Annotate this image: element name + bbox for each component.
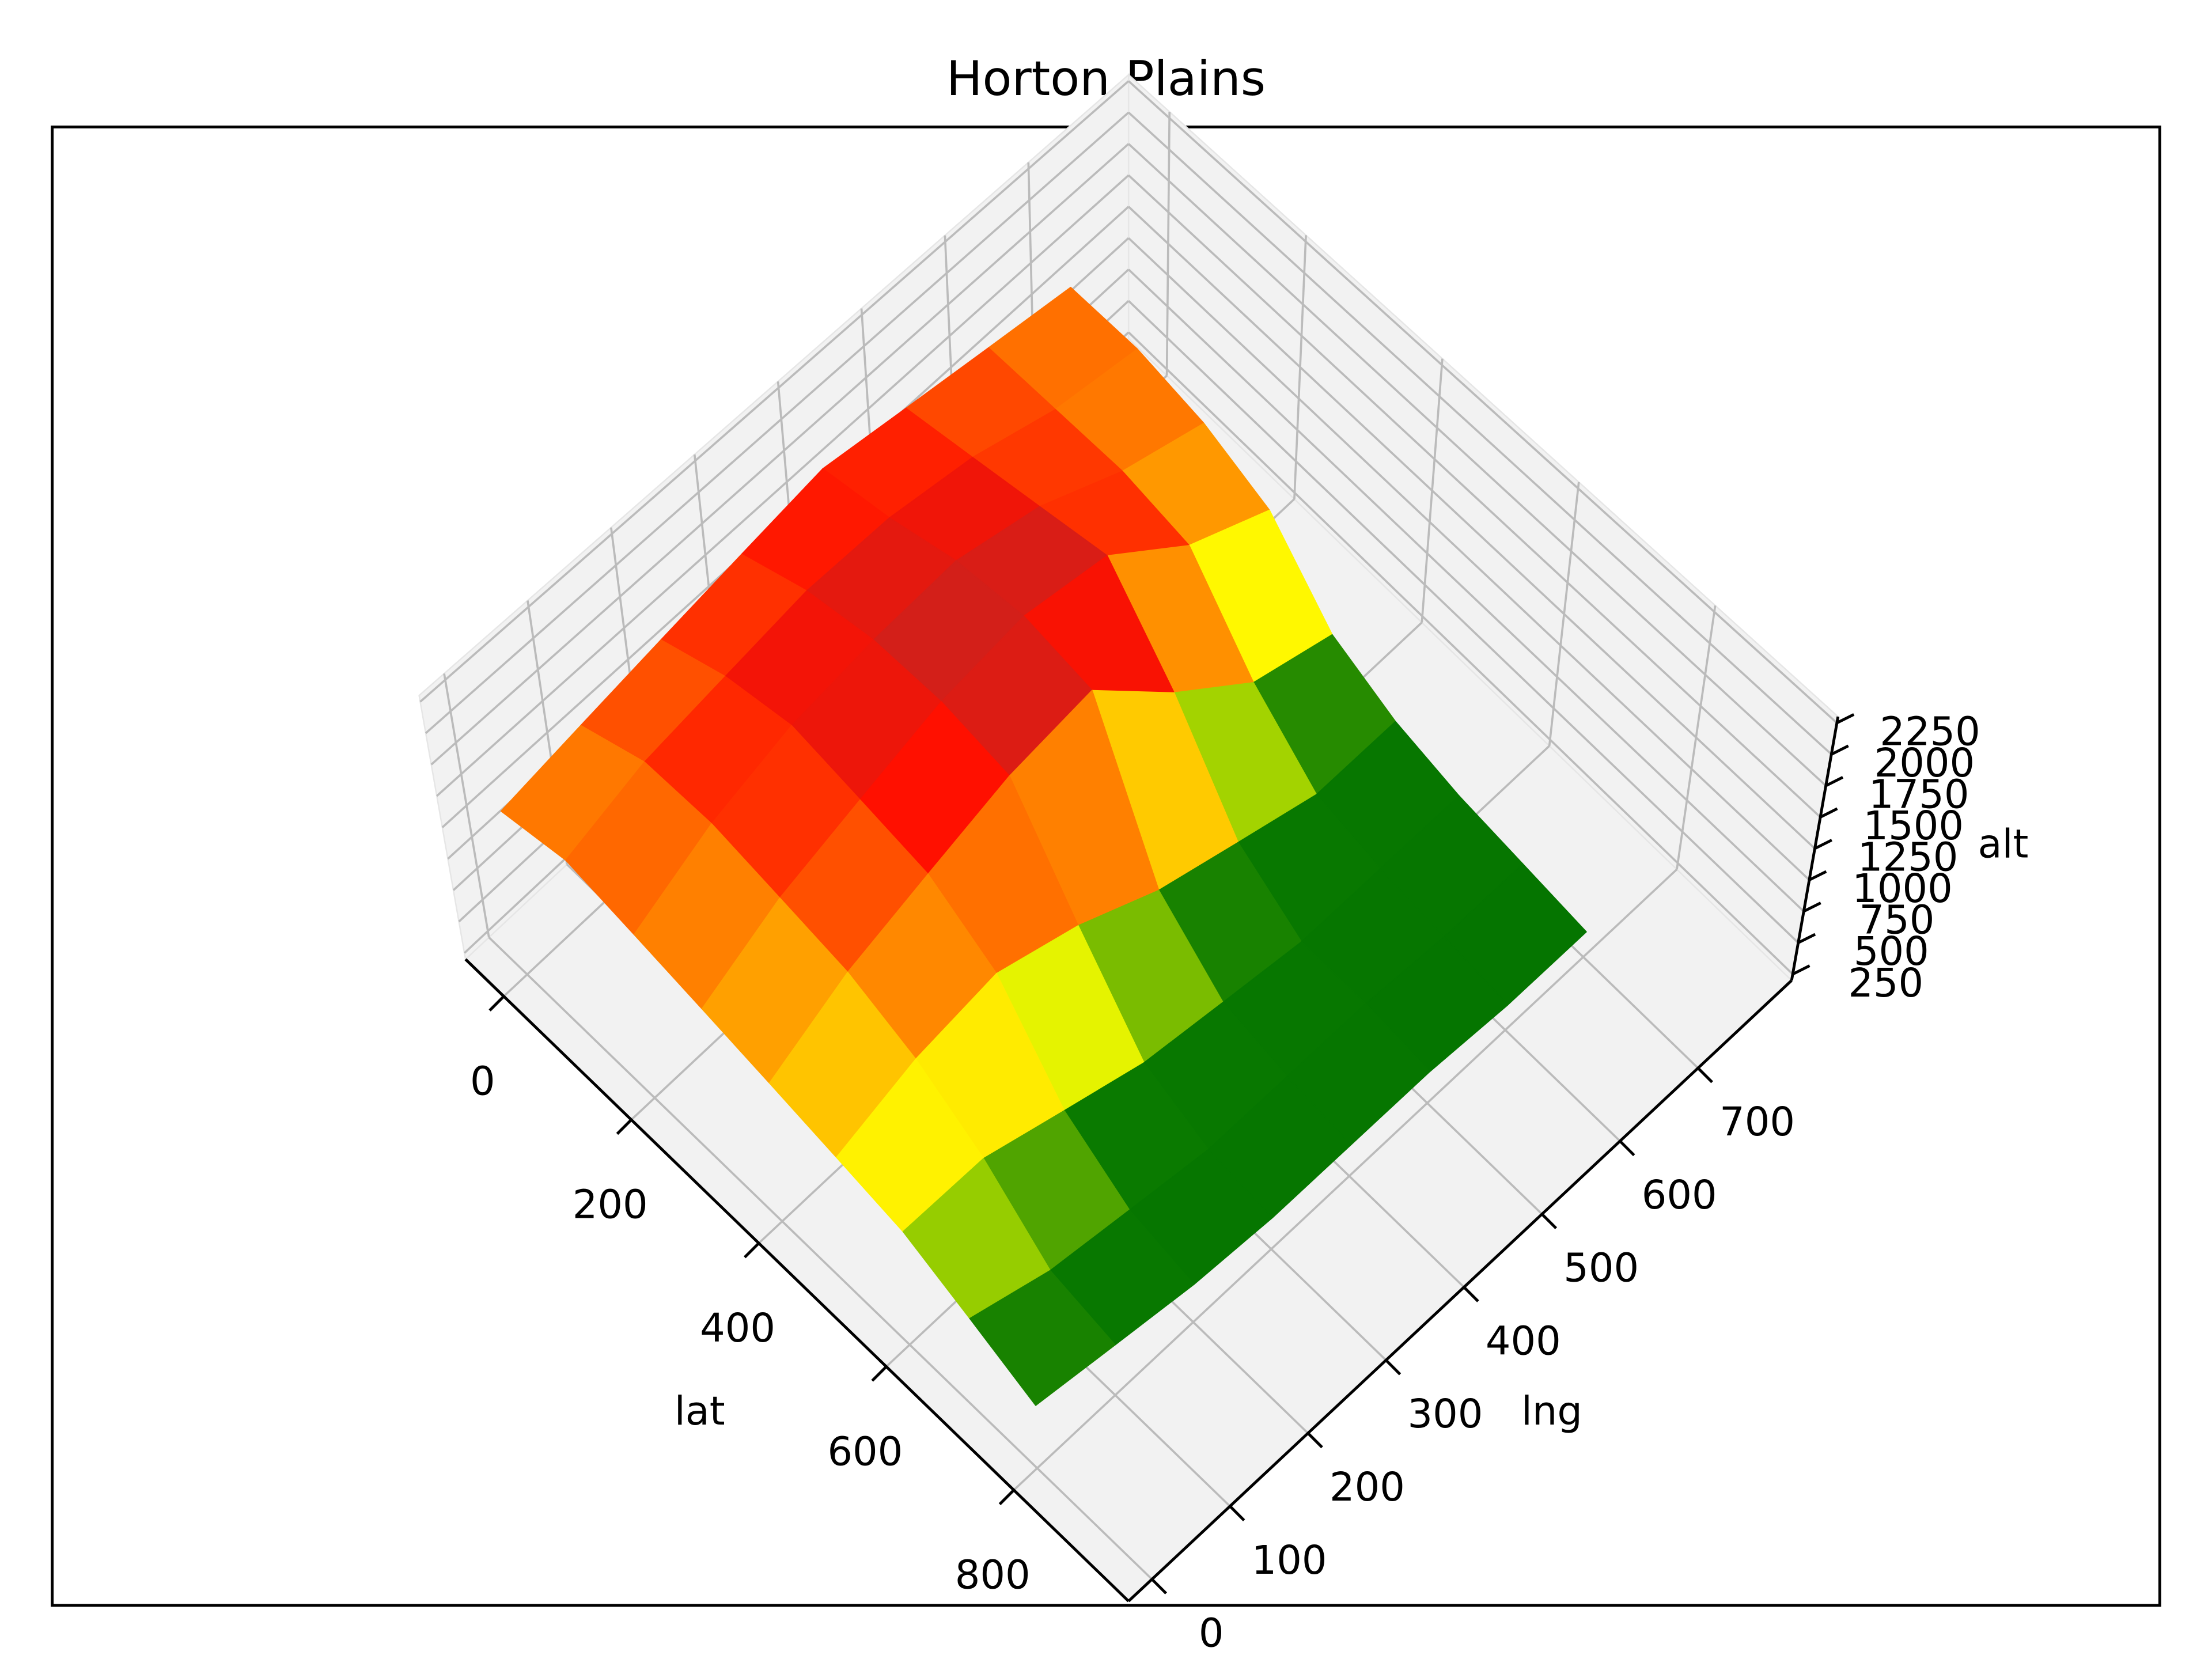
z-tick-label: 750 xyxy=(1859,897,1935,944)
y-tick xyxy=(1385,1359,1402,1376)
y-tick xyxy=(1229,1505,1245,1522)
x-tick xyxy=(488,995,505,1012)
z-tick xyxy=(1803,902,1821,913)
grid-line xyxy=(1127,237,1810,881)
z-tick xyxy=(1831,744,1849,756)
z-tick xyxy=(1792,964,1810,976)
grid-line xyxy=(1127,300,1799,944)
z-axis-label: alt xyxy=(1978,821,2028,867)
grid-line xyxy=(1013,868,1678,1491)
z-tick-label: 2250 xyxy=(1880,709,1980,755)
z-tick-label: 1750 xyxy=(1869,772,1969,818)
z-tick xyxy=(1825,776,1844,787)
grid-line xyxy=(1127,331,1794,975)
grid-line xyxy=(419,80,1130,703)
y-tick-label: 200 xyxy=(1330,1464,1405,1510)
z-tick-label: 500 xyxy=(1854,929,1929,975)
grid-line xyxy=(1127,143,1827,787)
y-tick-label: 300 xyxy=(1407,1391,1483,1437)
y-tick xyxy=(1306,1432,1323,1449)
y-tick-label: 700 xyxy=(1719,1099,1795,1145)
x-tick xyxy=(998,1489,1015,1505)
x-tick xyxy=(616,1119,632,1135)
y-tick xyxy=(1696,1067,1713,1084)
y-tick xyxy=(1463,1286,1479,1302)
grid-line xyxy=(430,143,1130,766)
y-tick-label: 0 xyxy=(1199,1611,1224,1657)
y-tick xyxy=(1541,1213,1558,1229)
y-tick-label: 400 xyxy=(1486,1318,1561,1364)
y-tick-label: 100 xyxy=(1252,1537,1327,1584)
x-axis-line xyxy=(464,958,1130,1603)
grid-line xyxy=(1127,206,1816,850)
x-tick xyxy=(871,1365,888,1382)
grid-line xyxy=(436,174,1130,797)
x-tick-label: 800 xyxy=(955,1552,1031,1599)
grid-line xyxy=(488,936,1153,1580)
grid-line xyxy=(1127,80,1838,724)
y-tick-label: 500 xyxy=(1563,1245,1639,1291)
x-axis-label: lat xyxy=(675,1388,725,1434)
grid-line xyxy=(1127,174,1821,818)
z-tick-label: 1500 xyxy=(1863,803,1964,849)
grid-line xyxy=(425,111,1130,734)
z-tick-label: 250 xyxy=(1848,960,1923,1006)
z-tick xyxy=(1836,713,1855,725)
y-tick-label: 600 xyxy=(1642,1172,1717,1218)
y-tick xyxy=(1619,1140,1635,1157)
y-tick xyxy=(1151,1578,1168,1594)
z-tick-label: 1250 xyxy=(1858,835,1959,881)
z-tick-label: 2000 xyxy=(1874,740,1975,786)
y-axis-label: lng xyxy=(1521,1388,1582,1434)
z-tick-label: 1000 xyxy=(1852,866,1953,912)
grid-line xyxy=(1127,268,1805,912)
z-tick xyxy=(1808,870,1827,881)
x-tick-label: 600 xyxy=(827,1429,903,1475)
x-tick xyxy=(744,1242,760,1259)
x-tick-label: 0 xyxy=(470,1058,495,1104)
z-tick xyxy=(1819,807,1838,819)
z-tick xyxy=(1814,839,1832,850)
z-tick xyxy=(1797,933,1816,944)
grid-line xyxy=(1127,111,1832,755)
x-tick-label: 400 xyxy=(700,1305,775,1351)
x-tick-label: 200 xyxy=(573,1182,648,1228)
y-axis-line xyxy=(1127,979,1793,1603)
surface-patch xyxy=(969,1270,1116,1406)
